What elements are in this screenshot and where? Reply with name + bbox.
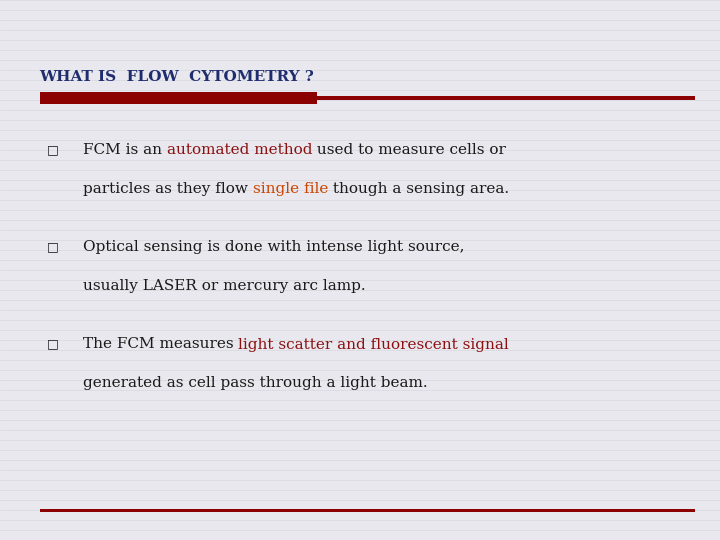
Text: □: □ [47, 143, 58, 156]
Text: WHAT IS  FLOW  CYTOMETRY ?: WHAT IS FLOW CYTOMETRY ? [40, 70, 315, 84]
Bar [40, 96, 695, 100]
Text: Optical sensing is done with intense light source,: Optical sensing is done with intense lig… [83, 240, 464, 254]
Text: □: □ [47, 338, 58, 350]
Bar [40, 509, 695, 512]
Text: used to measure cells or: used to measure cells or [312, 143, 506, 157]
Text: light scatter and fluorescent signal: light scatter and fluorescent signal [238, 338, 509, 352]
Text: usually LASER or mercury arc lamp.: usually LASER or mercury arc lamp. [83, 279, 366, 293]
Bar [40, 92, 317, 104]
Text: though a sensing area.: though a sensing area. [328, 182, 509, 196]
Text: single file: single file [253, 182, 328, 196]
Text: particles as they flow: particles as they flow [83, 182, 253, 196]
Text: □: □ [47, 240, 58, 253]
Text: automated method: automated method [166, 143, 312, 157]
Text: FCM is an: FCM is an [83, 143, 166, 157]
Text: The FCM measures: The FCM measures [83, 338, 238, 352]
Text: generated as cell pass through a light beam.: generated as cell pass through a light b… [83, 376, 428, 390]
